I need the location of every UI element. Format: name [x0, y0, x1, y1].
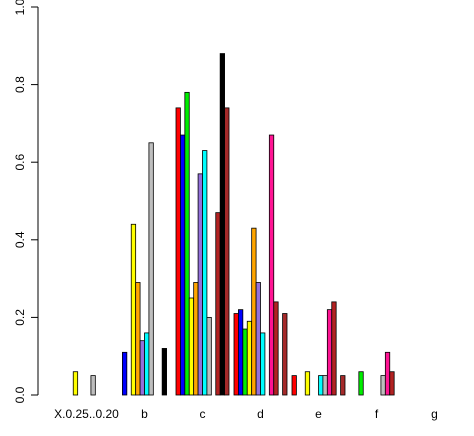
bar [242, 328, 248, 396]
bar [180, 134, 186, 396]
bar [139, 340, 145, 396]
bar [184, 91, 190, 396]
bar [161, 348, 167, 396]
x-tick-label: d [257, 407, 264, 421]
bar [318, 375, 324, 396]
y-tick-label: 0.0 [13, 386, 27, 403]
x-tick-label: f [375, 407, 379, 421]
bar [389, 371, 395, 396]
bar [322, 375, 328, 396]
y-tick-label: 0.6 [13, 154, 27, 171]
bar [255, 282, 261, 396]
bar [206, 316, 212, 396]
bar [340, 375, 346, 396]
bar [135, 282, 141, 396]
bar [331, 301, 337, 396]
bar [144, 332, 150, 396]
x-tick-label: g [431, 407, 438, 421]
bar [197, 173, 203, 396]
bar [175, 107, 181, 396]
bar [246, 320, 253, 396]
bar [358, 371, 364, 396]
bar [291, 375, 297, 396]
bar [326, 309, 333, 396]
y-tick-label: 0.8 [13, 76, 27, 93]
y-tick-label: 0.2 [13, 309, 27, 326]
bar [130, 223, 137, 396]
bar [233, 313, 239, 396]
bar [219, 53, 225, 396]
x-tick-label: c [200, 407, 206, 421]
bar [202, 150, 208, 396]
x-tick-label: X.0.25..0.20 [54, 407, 119, 421]
bar [268, 134, 275, 396]
bar [72, 371, 79, 396]
y-tick-label: 1.0 [13, 0, 27, 15]
bar [215, 212, 221, 396]
bar [282, 313, 288, 396]
y-tick-label: 0.4 [13, 231, 27, 248]
x-tick-label: b [141, 407, 148, 421]
bar [304, 371, 311, 396]
bar [238, 309, 244, 396]
bar [273, 301, 279, 396]
bar [251, 227, 257, 396]
bar [260, 332, 266, 396]
bar [384, 351, 391, 396]
x-tick-label: e [315, 407, 322, 421]
bar [90, 375, 96, 396]
bar [188, 297, 195, 396]
bar [193, 282, 199, 396]
bar [148, 142, 154, 396]
bar [122, 351, 128, 396]
bar [224, 107, 230, 396]
bar [380, 375, 386, 396]
